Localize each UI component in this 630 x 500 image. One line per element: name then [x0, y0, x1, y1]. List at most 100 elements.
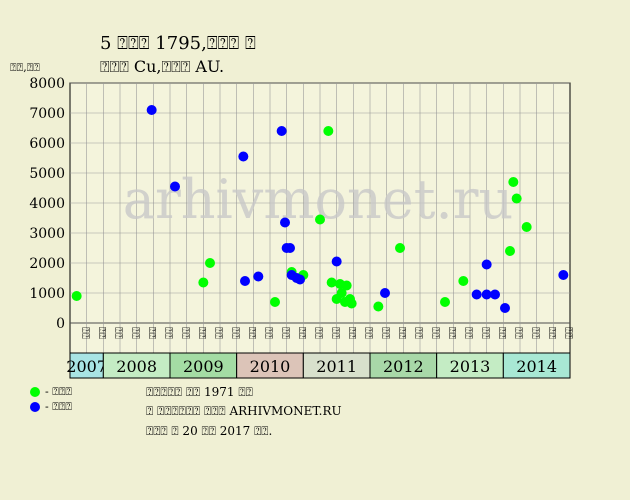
green-point [326, 277, 337, 288]
year-label: 2008 [116, 357, 157, 376]
legend-green-label: - ⍰⍰⍰ [45, 385, 73, 398]
blue-point [280, 217, 290, 228]
y-tick-label: 0 [56, 316, 65, 332]
x-column-label: ⍰⍰ [196, 327, 207, 339]
green-point [395, 243, 405, 253]
x-column-label: ⍰⍰ [179, 327, 190, 339]
year-label: 2012 [383, 357, 424, 376]
note-line-1: ⍰⍰⍰⍰⍰ ⍰⍰ 1971 ⍰⍰ [146, 385, 253, 399]
x-column-label: ⍰⍰ [279, 327, 290, 339]
x-column-label: ⍰⍰ [513, 327, 524, 339]
green-point [458, 276, 469, 286]
year-label: 2013 [450, 357, 491, 376]
x-column-label: ⍰⍰ [429, 327, 440, 339]
year-label: 2010 [250, 357, 291, 376]
legend-blue-label: - ⍰⍰⍰ [45, 400, 73, 413]
year-label: 2009 [183, 357, 224, 376]
y-tick-label: 3000 [29, 226, 65, 242]
green-point [315, 214, 325, 225]
blue-point [380, 288, 390, 298]
x-column-label: ⍰⍰ [396, 327, 407, 339]
green-point [505, 246, 515, 256]
blue-point [170, 181, 180, 192]
x-column-label: ⍰⍰ [529, 327, 540, 339]
green-point [521, 222, 532, 232]
blue-point [481, 289, 492, 300]
x-column-label: ⍰⍰ [129, 327, 140, 339]
x-column-label: ⍰⍰ [263, 327, 274, 339]
y-tick-label: 7000 [29, 106, 65, 122]
blue-point [146, 105, 157, 115]
x-column-label: ⍰⍰ [296, 327, 307, 339]
blue-point [276, 126, 287, 136]
y-axis-label: ⍰⍰,⍰⍰ [10, 61, 40, 74]
green-point [323, 126, 334, 136]
x-column-label: ⍰⍰ [113, 327, 124, 339]
chart-title-line1: 5 ⍰⍰⍰ 1795,⍰⍰⍰ ⍰ [100, 33, 256, 54]
blue-point [331, 256, 342, 267]
blue-point [295, 274, 305, 285]
legend-blue-dot [30, 402, 40, 412]
year-label: 2014 [516, 357, 557, 376]
y-tick-label: 8000 [29, 76, 65, 92]
year-cell [302, 352, 371, 379]
legend-blue: - ⍰⍰⍰ [30, 400, 72, 414]
x-column-label: ⍰⍰ [146, 327, 157, 339]
year-cell [169, 352, 238, 379]
x-column-label: ⍰⍰ [79, 327, 90, 339]
legend-green: - ⍰⍰⍰ [30, 385, 72, 399]
blue-point [481, 259, 492, 270]
green-point [198, 277, 209, 288]
blue-point [558, 270, 569, 280]
y-tick-label: 2000 [29, 256, 65, 272]
legend-green-dot [30, 387, 40, 397]
blue-point [240, 276, 250, 286]
x-column-label: ⍰⍰ [246, 327, 257, 339]
blue-point [471, 289, 482, 300]
year-cell [102, 352, 171, 379]
year-label: 2007 [66, 357, 107, 376]
green-point [205, 258, 215, 268]
green-point [508, 177, 519, 187]
note-line-3: ⍰⍰⍰ ⍰ 20 ⍰⍰ 2017 ⍰⍰. [146, 424, 273, 438]
blue-point [238, 151, 249, 162]
x-column-label: ⍰⍰ [163, 327, 174, 339]
x-column-label: ⍰⍰ [229, 327, 240, 339]
x-column-label: ⍰⍰ [379, 327, 390, 339]
x-column-label: ⍰⍰ [563, 327, 574, 339]
green-point [270, 297, 280, 307]
chart-title-line2: ⍰⍰⍰ Cu,⍰⍰⍰ AU. [100, 57, 225, 76]
y-tick-label: 5000 [29, 166, 65, 182]
x-column-label: ⍰⍰ [463, 327, 474, 339]
note-line-2: ⍰ ⍰⍰⍰⍰⍰⍰ ⍰⍰⍰ ARHIVMONET.RU [146, 404, 342, 418]
x-column-label: ⍰⍰ [479, 327, 490, 339]
blue-point [253, 271, 264, 282]
blue-point [500, 303, 510, 313]
x-column-label: ⍰⍰ [496, 327, 507, 339]
x-column-label: ⍰⍰ [363, 327, 374, 339]
blue-point [490, 289, 500, 300]
blue-point [285, 243, 295, 253]
green-point [71, 291, 82, 301]
green-point [341, 280, 352, 291]
year-cell [369, 352, 438, 379]
year-cell [502, 352, 571, 379]
x-column-label: ⍰⍰ [413, 327, 424, 339]
y-tick-label: 4000 [29, 196, 65, 212]
x-column-label: ⍰⍰ [546, 327, 557, 339]
x-column-label: ⍰⍰ [213, 327, 224, 339]
green-point [373, 301, 384, 312]
green-point [511, 193, 522, 204]
green-point [440, 297, 450, 307]
y-tick-label: 6000 [29, 136, 65, 152]
green-point [336, 288, 347, 298]
y-tick-label: 1000 [29, 286, 65, 302]
green-point [346, 298, 357, 309]
x-column-label: ⍰⍰ [446, 327, 457, 339]
x-column-label: ⍰⍰ [329, 327, 340, 339]
x-column-label: ⍰⍰ [96, 327, 107, 339]
x-column-label: ⍰⍰ [346, 327, 357, 339]
x-column-label: ⍰⍰ [313, 327, 324, 339]
year-label: 2011 [316, 357, 357, 376]
